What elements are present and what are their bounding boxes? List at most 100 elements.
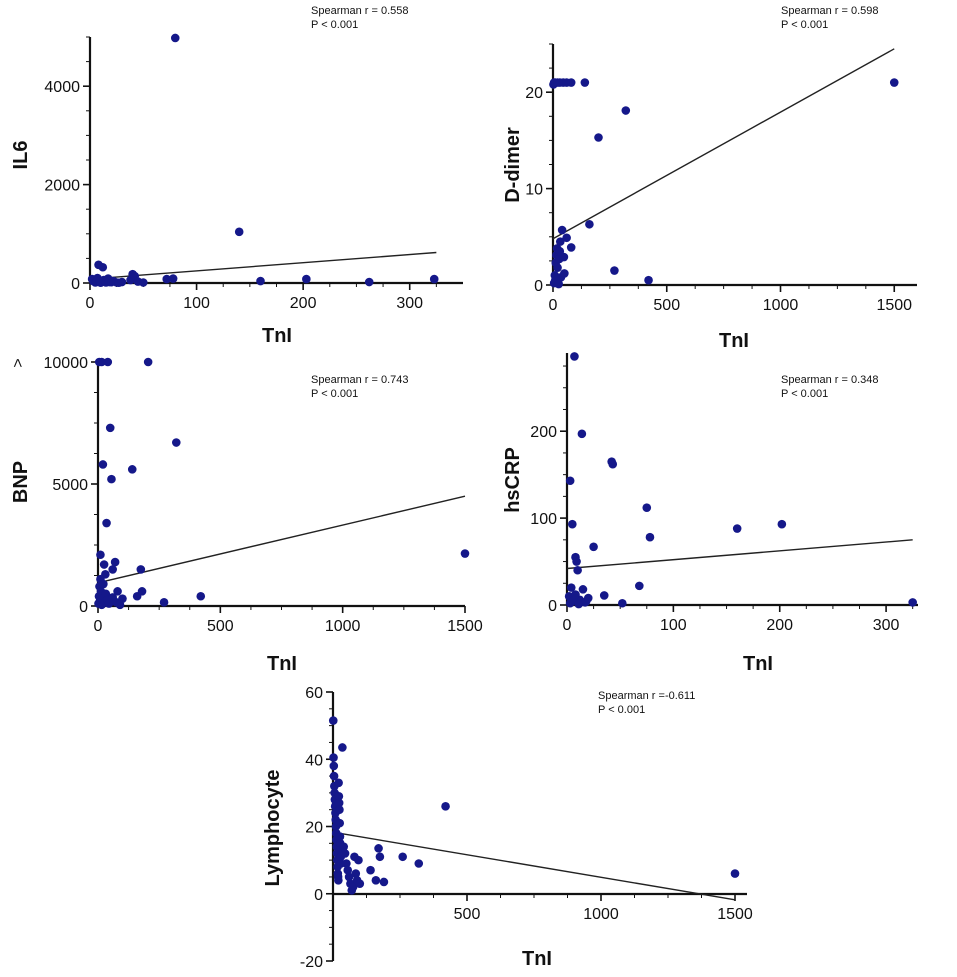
panel-bnp: 0 5000 10000 0 500 1000 1500 BNP TnI > Spearman r … xyxy=(10,355,483,675)
y-tick-label: 0 xyxy=(534,278,543,295)
data-point xyxy=(99,579,108,589)
data-point xyxy=(113,587,122,596)
x-tick-label: 300 xyxy=(396,295,423,312)
data-point xyxy=(328,716,338,725)
data-point xyxy=(570,352,579,361)
data-point xyxy=(335,805,344,814)
data-point xyxy=(608,459,618,469)
data-point xyxy=(338,743,347,752)
data-point xyxy=(574,599,583,609)
data-point xyxy=(138,278,148,287)
x-tick-label: 0 xyxy=(94,618,103,635)
data-point xyxy=(343,865,353,875)
data-point xyxy=(329,761,339,771)
regression-line xyxy=(332,831,736,901)
data-point xyxy=(429,274,439,284)
panel-ddimer: 0 10 20 0 500 1000 1500 D-dimer TnI Spearman r = … xyxy=(502,5,917,352)
spearman-r-text: Spearman r = 0.743 xyxy=(311,374,409,386)
data-point xyxy=(578,585,588,594)
data-point xyxy=(594,133,603,142)
x-axis-label: TnI xyxy=(262,325,292,347)
data-point xyxy=(136,565,146,574)
x-axis-label: TnI xyxy=(522,948,552,970)
data-point xyxy=(335,832,345,841)
panel-il6: 0 2000 4000 0 100 200 300 IL6 TnI Spearman r = 0.… xyxy=(10,5,463,347)
data-point xyxy=(644,275,653,285)
y-tick-label: 100 xyxy=(530,511,557,528)
y-tick-label: 60 xyxy=(305,685,323,702)
y-axis-label: D-dimer xyxy=(502,127,524,203)
data-point xyxy=(553,263,562,272)
x-tick-label: 1500 xyxy=(876,297,912,314)
data-point xyxy=(559,252,569,262)
panel-lymphocyte: -20 0 20 40 60 500 1000 1500 Lymphocyte TnI Spearm… xyxy=(262,685,753,971)
x-tick-label: 500 xyxy=(454,906,481,923)
x-tick-label: 1500 xyxy=(447,618,483,635)
data-point xyxy=(99,560,109,569)
x-tick-label: 0 xyxy=(86,295,95,312)
data-point xyxy=(348,882,358,892)
data-point xyxy=(137,587,147,596)
p-value-text: P < 0.001 xyxy=(598,704,645,716)
data-point xyxy=(107,474,116,484)
p-value-text: P < 0.001 xyxy=(311,19,358,31)
data-point xyxy=(159,598,169,607)
spearman-r-text: Spearman r = 0.348 xyxy=(781,374,879,386)
data-point xyxy=(732,524,742,533)
data-point xyxy=(334,876,343,885)
data-point xyxy=(730,869,740,878)
data-point xyxy=(642,503,652,512)
x-tick-label: 500 xyxy=(653,297,680,314)
data-point xyxy=(618,598,627,608)
spearman-r-text: Spearman r =-0.611 xyxy=(598,690,695,702)
data-point xyxy=(103,357,113,367)
y-axis-label: Lymphocyte xyxy=(262,769,284,886)
data-point xyxy=(256,276,265,286)
x-axis-label: TnI xyxy=(267,653,297,675)
regression-line xyxy=(552,48,895,240)
regression-line xyxy=(566,539,913,570)
data-point xyxy=(583,593,593,603)
data-point xyxy=(610,266,619,275)
data-point xyxy=(375,852,385,862)
data-point xyxy=(414,859,424,868)
x-tick-label: 100 xyxy=(660,617,687,634)
x-tick-label: 200 xyxy=(766,617,793,634)
y-tick-label: 200 xyxy=(530,424,557,441)
data-point xyxy=(98,262,108,272)
y-tick-label: 0 xyxy=(71,276,80,293)
data-point xyxy=(170,33,180,43)
y-tick-label: -20 xyxy=(300,954,323,971)
data-point xyxy=(565,476,575,486)
y-tick-label: 40 xyxy=(305,752,323,769)
data-point xyxy=(572,557,581,566)
y-tick-label: 0 xyxy=(314,887,323,904)
data-point xyxy=(889,78,899,87)
data-point xyxy=(379,877,389,887)
data-point xyxy=(568,519,577,529)
data-point xyxy=(366,865,375,875)
data-point xyxy=(196,591,206,601)
x-tick-label: 1500 xyxy=(717,906,753,923)
data-point xyxy=(143,357,153,367)
x-tick-label: 0 xyxy=(549,297,558,314)
data-point xyxy=(645,532,655,542)
x-tick-label: 1000 xyxy=(325,618,361,635)
y-tick-label: 20 xyxy=(525,85,543,102)
data-point xyxy=(554,279,563,289)
data-point xyxy=(580,78,590,87)
data-point xyxy=(555,237,565,246)
spearman-r-text: Spearman r = 0.558 xyxy=(311,5,409,17)
data-point xyxy=(127,465,137,474)
data-point xyxy=(560,269,569,278)
x-tick-label: 100 xyxy=(183,295,210,312)
data-point xyxy=(557,225,567,235)
data-point xyxy=(374,844,383,853)
y-tick-label: 20 xyxy=(305,820,323,837)
y-tick-label: 2000 xyxy=(44,178,80,195)
data-point xyxy=(566,243,576,252)
data-point xyxy=(115,600,125,610)
y-axis-label: hsCRP xyxy=(502,447,524,513)
data-point xyxy=(342,859,351,868)
